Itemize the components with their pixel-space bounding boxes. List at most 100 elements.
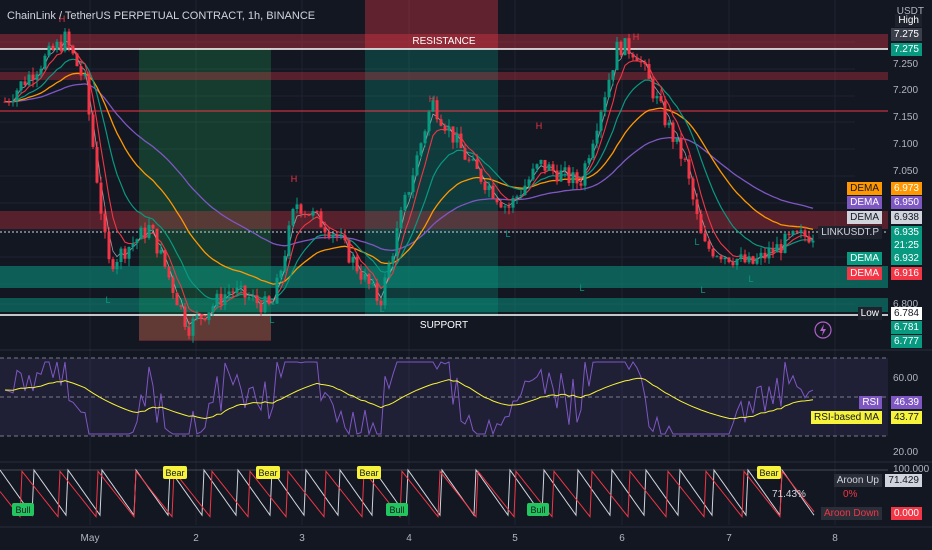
candle-body [699, 213, 703, 234]
aroon-down-line [0, 469, 815, 519]
pivot-low-label: L [748, 274, 753, 284]
candle-body [343, 235, 347, 241]
candle-body [747, 256, 751, 263]
candle-body [511, 198, 515, 208]
candle-body [355, 256, 359, 272]
candle-body [31, 74, 35, 80]
high-tag: High [895, 14, 922, 27]
candle-body [51, 45, 55, 50]
candle-body [79, 66, 83, 76]
candle-body [395, 228, 399, 257]
candle-body [563, 167, 567, 171]
candle-body [467, 159, 471, 161]
rsi-panel [0, 357, 888, 437]
candle-body [611, 70, 615, 80]
support-price-tag: 6.781 [890, 321, 922, 334]
candle-body [379, 300, 383, 306]
candle-body [715, 256, 719, 258]
candle-body [91, 114, 95, 147]
candle-body [711, 248, 715, 257]
candle-body [647, 64, 651, 79]
rsi-value: 46.39 [890, 396, 922, 409]
candle-body [415, 155, 419, 176]
svg-text:Bull: Bull [15, 505, 30, 515]
candle-body [695, 199, 699, 214]
candle-body [403, 194, 407, 211]
dema-value: 6.916 [890, 267, 922, 280]
candle-body [795, 230, 799, 233]
candle-body [531, 168, 535, 180]
candle-body [479, 168, 483, 182]
candle-body [143, 227, 147, 239]
candle-body [327, 232, 331, 238]
candle-body [311, 211, 315, 216]
candle-body [359, 271, 363, 280]
candle-body [623, 38, 627, 56]
candle-body [99, 182, 103, 214]
ma-line [4, 46, 814, 317]
candle-body [751, 256, 755, 264]
candle-body [439, 119, 443, 126]
candle-body [399, 210, 403, 229]
candle-body [163, 249, 167, 267]
candle-body [443, 125, 447, 131]
candle-body [543, 159, 547, 171]
bear-signal: Bear [357, 466, 381, 479]
candle-body [659, 95, 663, 102]
candle-body [83, 74, 87, 76]
candle-body [807, 236, 811, 243]
bull-signal: Bull [386, 503, 408, 516]
candle-body [287, 225, 291, 256]
candle-body [579, 183, 583, 186]
candle-body [231, 291, 235, 293]
candle-body [427, 111, 431, 132]
pivot-high-label: H [291, 174, 298, 184]
candle-body [315, 211, 319, 213]
pivot-low-label: L [185, 319, 190, 329]
candle-body [503, 206, 507, 208]
aroon-down-value: 0.000 [890, 507, 922, 520]
aroon-down-overlay: 0% [843, 489, 858, 500]
candle-body [115, 262, 119, 270]
candle-body [627, 38, 631, 55]
x-tick: 5 [512, 533, 518, 544]
lightning-icon[interactable] [814, 321, 832, 339]
candle-body [591, 143, 595, 159]
candle-body [615, 41, 619, 71]
zones [0, 0, 888, 341]
candle-body [735, 259, 739, 266]
candle-body [411, 175, 415, 193]
candle-body [3, 101, 7, 103]
candle-body [759, 252, 763, 259]
svg-text:Bull: Bull [389, 505, 404, 515]
y-tick: 6.800 [893, 299, 918, 310]
candle-body [67, 31, 71, 46]
candle-body [463, 148, 467, 160]
support-band [0, 298, 888, 312]
candle-body [559, 170, 563, 182]
candle-body [551, 164, 555, 171]
ma-line [4, 72, 814, 285]
candle-body [643, 61, 647, 65]
bull-signal: Bull [527, 503, 549, 516]
candle-body [179, 305, 183, 307]
candle-body [135, 239, 139, 244]
resistance-label: RESISTANCE [412, 36, 475, 47]
candle-body [547, 164, 551, 171]
candle-body [191, 318, 195, 336]
y-tick: 7.250 [893, 59, 918, 70]
candle-body [63, 31, 67, 51]
candle-body [483, 181, 487, 190]
candle-body [167, 266, 171, 278]
candle-body [279, 270, 283, 278]
low-label: Low [857, 307, 882, 320]
candle-body [787, 233, 791, 235]
rsi-label: RSI [859, 396, 882, 409]
dema-value: 6.950 [890, 196, 922, 209]
chart-title: ChainLink / TetherUS PERPETUAL CONTRACT,… [7, 10, 316, 22]
svg-text:Bear: Bear [359, 468, 378, 478]
candle-body [535, 164, 539, 169]
candle-body [339, 235, 343, 237]
candle-body [423, 131, 427, 144]
candle-body [507, 206, 511, 208]
